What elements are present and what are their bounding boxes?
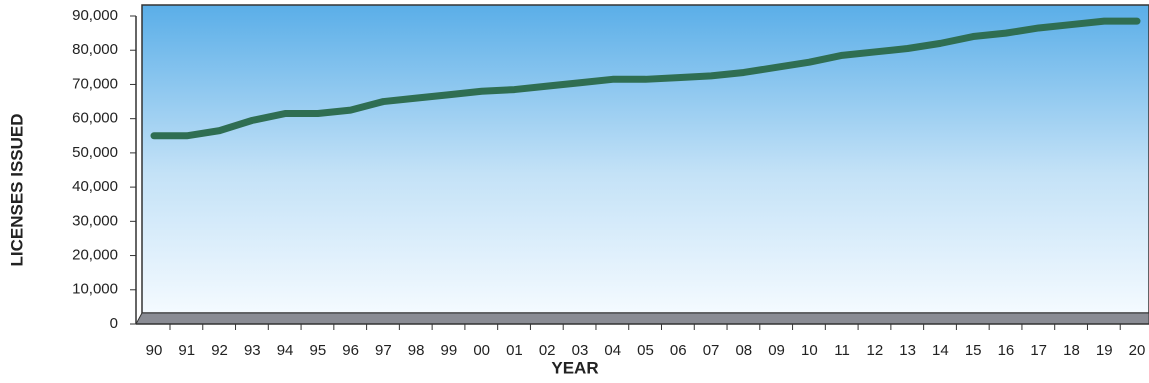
x-axis-title: YEAR [551,358,598,377]
y-tick-label: 0 [110,315,118,332]
x-tick-label: 90 [146,342,163,359]
x-tick-label: 94 [277,342,294,359]
y-tick-label: 70,000 [72,75,118,92]
x-tick-label: 10 [801,342,818,359]
y-tick-label: 10,000 [72,281,118,298]
x-tick-label: 93 [244,342,261,359]
x-tick-label: 17 [1030,342,1047,359]
x-tick-label: 13 [899,342,916,359]
x-tick-label: 08 [735,342,752,359]
line [150,17,1141,140]
x-tick-label: 92 [211,342,228,359]
y-tick-label: 20,000 [72,247,118,264]
x-tick-label: 02 [539,342,556,359]
x-tick-label: 14 [932,342,949,359]
y-axis-title: LICENSES ISSUED [7,113,26,266]
x-tick-label: 15 [965,342,982,359]
x-tick-label: 91 [178,342,195,359]
x-tick-label: 98 [408,342,425,359]
y-tick-label: 40,000 [72,178,118,195]
plot-area [141,4,1149,314]
x-tick-label: 12 [867,342,884,359]
y-tick-label: 60,000 [72,110,118,127]
x-tick-label: 03 [572,342,589,359]
x-tick-label: 97 [375,342,392,359]
x-tick-label: 07 [703,342,720,359]
y-tick-label: 30,000 [72,212,118,229]
y-tick-label: 90,000 [72,7,118,24]
x-tick-label: 19 [1096,342,1113,359]
x-tick-label: 11 [834,342,850,359]
floor [135,312,1149,325]
x-tick-label: 09 [768,342,785,359]
x-tick-label: 04 [604,342,621,359]
x-tick-label: 95 [309,342,326,359]
y-tick-label: 50,000 [72,144,118,161]
x-tick-label: 00 [473,342,490,359]
x-tick-label: 99 [441,342,458,359]
y-tick-label: 80,000 [72,41,118,58]
x-tick-label: 96 [342,342,359,359]
x-tick-label: 16 [998,342,1015,359]
x-tick-label: 06 [670,342,687,359]
x-tick-label: 05 [637,342,654,359]
x-tick-label: 20 [1129,342,1146,359]
x-tick-label: 01 [506,342,523,359]
x-tick-label: 18 [1063,342,1080,359]
